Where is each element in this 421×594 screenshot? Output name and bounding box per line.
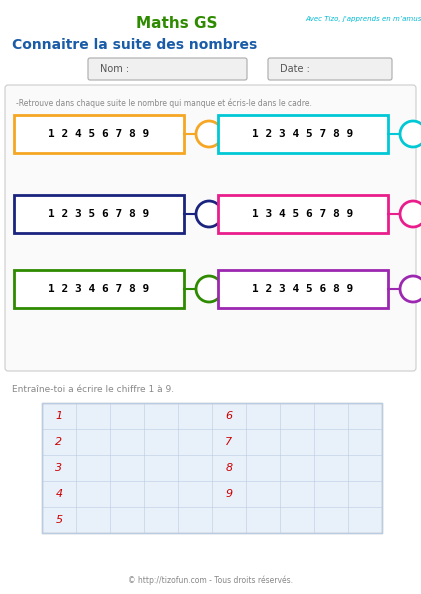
Text: 9: 9: [225, 489, 232, 499]
Text: 8: 8: [225, 463, 232, 473]
Bar: [42, 403, 382, 533]
Circle shape: [196, 121, 222, 147]
Bar: [218, 115, 388, 153]
Text: Nom :: Nom :: [100, 64, 129, 74]
Text: 1 2 3 5 6 7 8 9: 1 2 3 5 6 7 8 9: [48, 209, 149, 219]
Text: 2: 2: [56, 437, 63, 447]
Text: © http://tizofun.com - Tous droits réservés.: © http://tizofun.com - Tous droits réser…: [128, 575, 293, 584]
Bar: [14, 195, 184, 233]
Text: 3: 3: [56, 463, 63, 473]
Text: 7: 7: [225, 437, 232, 447]
Text: 5: 5: [56, 515, 63, 525]
FancyBboxPatch shape: [268, 58, 392, 80]
Text: Date :: Date :: [280, 64, 310, 74]
Text: 1 2 3 4 5 7 8 9: 1 2 3 4 5 7 8 9: [252, 129, 354, 139]
Text: 6: 6: [225, 411, 232, 421]
Circle shape: [400, 201, 421, 227]
Text: 1 2 3 4 5 6 8 9: 1 2 3 4 5 6 8 9: [252, 284, 354, 294]
Text: 1 2 3 4 6 7 8 9: 1 2 3 4 6 7 8 9: [48, 284, 149, 294]
Text: Connaitre la suite des nombres: Connaitre la suite des nombres: [12, 38, 257, 52]
Circle shape: [400, 121, 421, 147]
Text: 4: 4: [56, 489, 63, 499]
Text: 1: 1: [56, 411, 63, 421]
Bar: [14, 115, 184, 153]
Text: Maths GS: Maths GS: [136, 16, 218, 31]
Bar: [218, 195, 388, 233]
Text: -Retrouve dans chaque suite le nombre qui manque et écris-le dans le cadre.: -Retrouve dans chaque suite le nombre qu…: [16, 98, 312, 108]
Bar: [218, 270, 388, 308]
Circle shape: [196, 201, 222, 227]
FancyBboxPatch shape: [88, 58, 247, 80]
Text: Avec Tizo, j'apprends en m’amusant!: Avec Tizo, j'apprends en m’amusant!: [305, 16, 421, 22]
Circle shape: [196, 276, 222, 302]
Bar: [14, 270, 184, 308]
Circle shape: [400, 276, 421, 302]
Text: 1 2 4 5 6 7 8 9: 1 2 4 5 6 7 8 9: [48, 129, 149, 139]
Text: Entraîne-toi a écrire le chiffre 1 à 9.: Entraîne-toi a écrire le chiffre 1 à 9.: [12, 385, 174, 394]
FancyBboxPatch shape: [5, 85, 416, 371]
Text: 1 3 4 5 6 7 8 9: 1 3 4 5 6 7 8 9: [252, 209, 354, 219]
